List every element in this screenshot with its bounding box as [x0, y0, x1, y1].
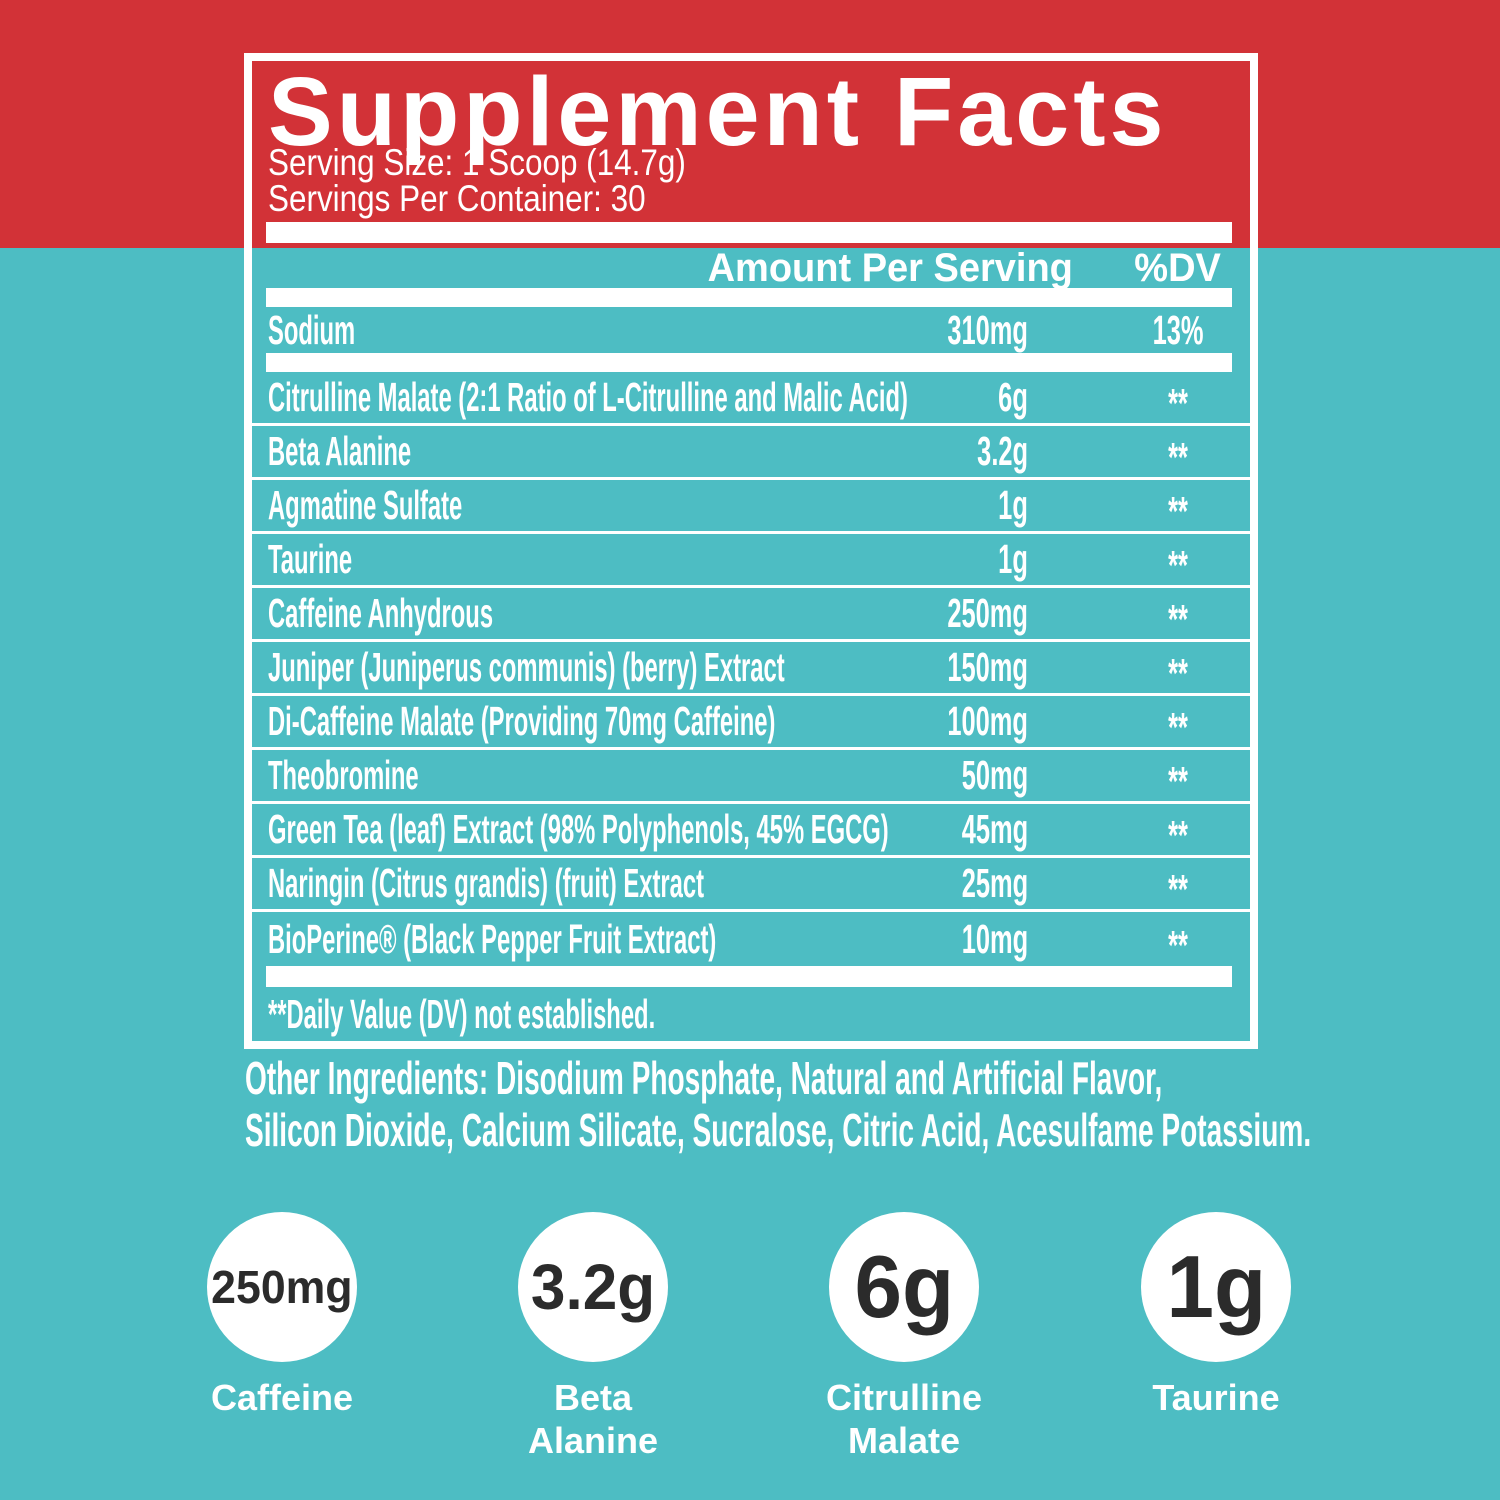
- table-row: Taurine 1g **: [252, 534, 1250, 588]
- ingredient-name: Theobromine: [268, 752, 419, 798]
- dv-footnote: **Daily Value (DV) not established.: [268, 991, 656, 1037]
- ingredient-dv: **: [1168, 758, 1188, 804]
- ingredient-amount: 1g: [998, 536, 1028, 582]
- ingredient-table: Citrulline Malate (2:1 Ratio of L-Citrul…: [252, 372, 1250, 968]
- table-row: Juniper (Juniperus communis) (berry) Ext…: [252, 642, 1250, 696]
- highlight-circle-citrulline-malate: 6g: [829, 1212, 979, 1362]
- table-row-sodium: Sodium 310mg 13%: [252, 307, 1250, 353]
- highlight-label-taurine: Taurine: [1152, 1377, 1280, 1418]
- ingredient-name: Di-Caffeine Malate (Providing 70mg Caffe…: [268, 698, 776, 744]
- highlight-label-beta-alanine: Beta Alanine: [527, 1377, 659, 1461]
- highlight-circle-caffeine: 250mg: [207, 1212, 357, 1362]
- highlight-label-citrulline-malate: Citrulline Malate: [825, 1377, 982, 1461]
- serving-size: Serving Size: 1 Scoop (14.7g): [268, 142, 686, 183]
- ingredient-amount: 1g: [998, 482, 1028, 528]
- ingredient-name: Agmatine Sulfate: [268, 482, 463, 528]
- table-row: BioPerine® (Black Pepper Fruit Extract) …: [252, 912, 1250, 968]
- supplement-facts-panel: Supplement Facts Serving Size: 1 Scoop (…: [244, 53, 1258, 1049]
- ingredient-amount: 50mg: [961, 752, 1028, 798]
- dv-header: %DV: [1134, 245, 1222, 290]
- ingredient-amount: 100mg: [947, 698, 1028, 744]
- ingredient-dv: **: [1168, 704, 1188, 750]
- ingredient-name: Juniper (Juniperus communis) (berry) Ext…: [268, 644, 785, 690]
- ingredient-dv: **: [1168, 650, 1188, 696]
- ingredient-dv: 13%: [1152, 306, 1204, 353]
- ingredient-dv: **: [1168, 434, 1188, 480]
- ingredient-dv: **: [1168, 380, 1188, 426]
- table-row: Green Tea (leaf) Extract (98% Polyphenol…: [252, 804, 1250, 858]
- highlight-amount: 250mg: [211, 1261, 353, 1313]
- ingredient-amount: 250mg: [947, 590, 1028, 636]
- ingredient-dv: **: [1168, 596, 1188, 642]
- highlight-label-caffeine: Caffeine: [210, 1377, 354, 1418]
- ingredient-amount: 10mg: [961, 915, 1028, 962]
- ingredient-amount: 45mg: [961, 806, 1028, 852]
- ingredient-amount: 150mg: [947, 644, 1028, 690]
- ingredient-name: Taurine: [268, 536, 353, 582]
- divider-bar-thick: [266, 222, 1232, 243]
- ingredient-dv: **: [1168, 488, 1188, 534]
- ingredient-name: Sodium: [268, 306, 356, 353]
- highlight-circle-taurine: 1g: [1141, 1212, 1291, 1362]
- highlight-amount: 6g: [854, 1237, 954, 1336]
- table-row: Naringin (Citrus grandis) (fruit) Extrac…: [252, 858, 1250, 912]
- divider-bar-thick: [266, 288, 1232, 307]
- table-row: Agmatine Sulfate 1g **: [252, 480, 1250, 534]
- divider-bar-thick: [266, 966, 1232, 987]
- table-row: Beta Alanine 3.2g **: [252, 426, 1250, 480]
- amount-per-serving-header: Amount Per Serving: [707, 245, 1073, 290]
- ingredient-dv: **: [1168, 866, 1188, 912]
- table-row: Caffeine Anhydrous 250mg **: [252, 588, 1250, 642]
- servings-per-container: Servings Per Container: 30: [268, 178, 646, 219]
- other-ingredients-line2: Silicon Dioxide, Calcium Silicate, Sucra…: [245, 1104, 1312, 1156]
- other-ingredients: Other Ingredients: Disodium Phosphate, N…: [245, 1052, 1500, 1156]
- ingredient-name: Naringin (Citrus grandis) (fruit) Extrac…: [268, 860, 704, 906]
- ingredient-amount: 310mg: [947, 306, 1028, 353]
- ingredient-amount: 25mg: [961, 860, 1028, 906]
- ingredient-dv: **: [1168, 921, 1188, 968]
- ingredient-amount: 6g: [998, 374, 1028, 420]
- ingredient-name: Green Tea (leaf) Extract (98% Polyphenol…: [268, 806, 889, 852]
- ingredient-dv: **: [1168, 812, 1188, 858]
- highlight-amount: 3.2g: [530, 1251, 656, 1323]
- highlight-amount: 1g: [1166, 1237, 1266, 1336]
- table-row: Theobromine 50mg **: [252, 750, 1250, 804]
- divider-bar-thick: [266, 353, 1232, 372]
- highlight-circle-beta-alanine: 3.2g: [518, 1212, 668, 1362]
- ingredient-name: Beta Alanine: [268, 428, 412, 474]
- ingredient-name: Caffeine Anhydrous: [268, 590, 494, 636]
- ingredient-dv: **: [1168, 542, 1188, 588]
- serving-info: Serving Size: 1 Scoop (14.7g) Servings P…: [268, 142, 760, 219]
- ingredient-name: BioPerine® (Black Pepper Fruit Extract): [268, 915, 717, 962]
- table-header: Amount Per Serving %DV: [252, 245, 1250, 290]
- table-row: Citrulline Malate (2:1 Ratio of L-Citrul…: [252, 372, 1250, 426]
- panel-title: Supplement Facts: [268, 57, 1168, 166]
- table-row: Di-Caffeine Malate (Providing 70mg Caffe…: [252, 696, 1250, 750]
- other-ingredients-line1: Other Ingredients: Disodium Phosphate, N…: [245, 1052, 1163, 1104]
- ingredient-name: Citrulline Malate (2:1 Ratio of L-Citrul…: [268, 374, 908, 420]
- ingredient-amount: 3.2g: [977, 428, 1028, 474]
